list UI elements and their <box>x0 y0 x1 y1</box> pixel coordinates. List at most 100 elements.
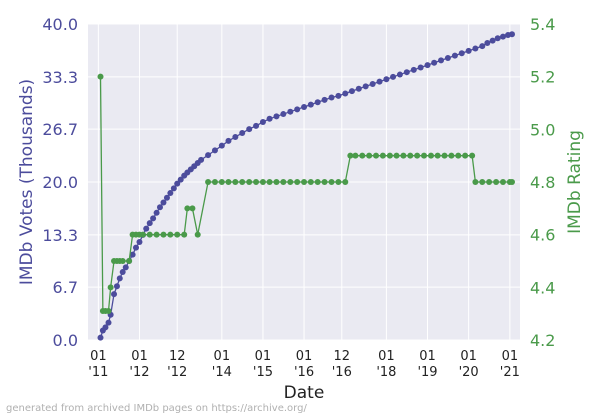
left-tick-label: 0.0 <box>53 331 78 350</box>
left-tick-label: 40.0 <box>42 15 78 34</box>
votes-point <box>211 147 218 154</box>
votes-point <box>335 92 342 99</box>
votes-point <box>111 291 118 298</box>
votes-point <box>246 126 253 133</box>
votes-point <box>417 64 424 71</box>
rating-point <box>174 231 181 238</box>
rating-point <box>225 179 232 185</box>
votes-point <box>259 118 266 125</box>
rating-point <box>189 205 196 212</box>
votes-point <box>294 106 301 113</box>
right-tick-label: 5.4 <box>530 15 555 34</box>
rating-point <box>259 179 266 185</box>
rating-point <box>301 179 308 185</box>
rating-point <box>184 205 191 212</box>
votes-point <box>163 194 170 201</box>
x-axis-label: Date <box>284 383 325 403</box>
rating-point <box>366 152 373 159</box>
votes-point <box>307 101 314 108</box>
rating-point <box>253 179 260 185</box>
votes-point <box>287 108 294 115</box>
rating-point <box>335 179 342 185</box>
right-tick-label: 4.2 <box>530 331 555 350</box>
rating-point <box>246 179 253 185</box>
votes-point <box>167 190 174 197</box>
x-tick-label: 01'11 <box>88 349 108 380</box>
votes-point <box>273 113 280 120</box>
votes-point <box>105 319 112 326</box>
votes-point <box>484 39 491 46</box>
votes-point <box>150 215 157 222</box>
votes-point <box>156 204 163 211</box>
votes-point <box>136 239 143 246</box>
rating-point <box>359 152 366 159</box>
rating-point <box>493 179 500 185</box>
rating-point <box>342 179 349 185</box>
left-tick-label: 26.7 <box>42 120 78 139</box>
rating-point <box>472 179 479 185</box>
rating-point <box>400 152 407 159</box>
rating-point <box>211 179 218 185</box>
votes-point <box>328 94 335 101</box>
votes-point <box>396 71 403 78</box>
votes-point <box>472 45 479 52</box>
votes-point <box>218 142 225 149</box>
rating-point <box>139 231 146 238</box>
votes-point <box>160 199 167 206</box>
rating-point <box>448 152 455 159</box>
right-axis-ticks: 4.2 4.4 4.6 4.8 5.0 5.2 5.4 <box>530 15 555 350</box>
rating-point <box>434 152 441 159</box>
rating-point <box>205 179 212 185</box>
rating-series <box>97 73 516 315</box>
votes-point <box>122 264 129 271</box>
votes-point <box>119 269 126 276</box>
votes-series <box>97 31 516 341</box>
rating-point <box>428 152 435 159</box>
rating-point <box>328 179 335 185</box>
right-tick-label: 4.4 <box>530 278 555 297</box>
rating-point <box>239 179 246 185</box>
right-axis-label: IMDb Rating <box>565 130 585 234</box>
x-axis-ticks: 01'11 01'12 12'12 01'14 01'15 01'16 12'16 01'18… <box>88 349 520 380</box>
votes-point <box>314 99 321 106</box>
rating-point <box>386 152 393 159</box>
left-tick-label: 20.0 <box>42 173 78 192</box>
rating-point <box>479 179 486 185</box>
votes-point <box>232 133 239 140</box>
votes-point <box>198 156 205 163</box>
votes-point <box>410 66 417 73</box>
rating-point <box>146 231 153 238</box>
rating-point <box>499 179 506 185</box>
rating-point <box>379 152 386 159</box>
votes-point <box>383 76 390 83</box>
right-tick-label: 5.0 <box>530 120 555 139</box>
rating-point <box>280 179 287 185</box>
right-tick-label: 4.6 <box>530 226 555 245</box>
rating-point <box>407 152 414 159</box>
left-axis-ticks: 0.0 6.7 13.3 20.0 26.7 33.3 40.0 <box>42 15 78 350</box>
votes-point <box>153 209 160 216</box>
votes-point <box>465 47 472 54</box>
votes-point <box>342 90 349 97</box>
rating-point <box>314 179 321 185</box>
votes-point <box>362 83 369 90</box>
rating-point <box>486 179 493 185</box>
votes-point <box>205 152 212 159</box>
x-tick-label: 01'14 <box>212 349 232 380</box>
votes-point <box>280 111 287 118</box>
x-tick-label: 01'12 <box>129 349 149 380</box>
votes-point <box>239 130 246 137</box>
source-footnote: generated from archived IMDb pages on ht… <box>6 403 307 414</box>
votes-point <box>348 88 355 95</box>
votes-point <box>102 324 109 331</box>
votes-point <box>458 50 465 57</box>
x-tick-label: 01'15 <box>253 349 273 380</box>
rating-point <box>266 179 273 185</box>
votes-point <box>494 35 501 42</box>
votes-point <box>369 81 376 88</box>
rating-point <box>119 258 126 264</box>
votes-point <box>499 33 506 40</box>
rating-point <box>97 73 104 80</box>
x-tick-label: 01'18 <box>376 349 396 380</box>
rating-point <box>321 179 328 185</box>
